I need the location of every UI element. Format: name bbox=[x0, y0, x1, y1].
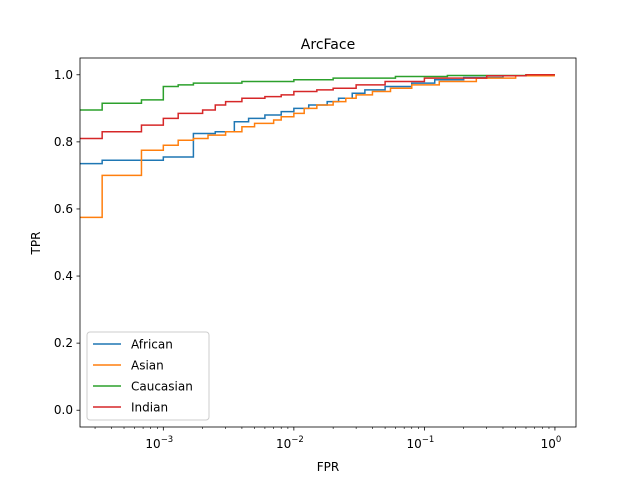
x-axis-label: FPR bbox=[317, 460, 339, 474]
series-line-indian bbox=[80, 74, 555, 140]
series-line-asian bbox=[80, 75, 555, 219]
plot-area bbox=[79, 57, 577, 428]
chart-title: ArcFace bbox=[301, 37, 355, 53]
x-tick-label: 10−3 bbox=[145, 435, 173, 451]
x-axis: 10−3 10−2 10−1 100 bbox=[94, 427, 562, 451]
y-tick-label: 0.0 bbox=[54, 403, 73, 417]
legend-label-asian: Asian bbox=[131, 359, 164, 373]
y-tick-label: 0.4 bbox=[54, 269, 73, 283]
legend-label-caucasian: Caucasian bbox=[131, 380, 193, 394]
legend: African Asian Caucasian Indian bbox=[86, 331, 210, 421]
legend-label-african: African bbox=[131, 338, 173, 352]
series-line-caucasian bbox=[80, 74, 555, 111]
y-tick-label: 0.8 bbox=[54, 135, 73, 149]
legend-label-indian: Indian bbox=[131, 401, 168, 415]
x-tick-label: 100 bbox=[541, 435, 562, 451]
y-axis: 0.0 0.2 0.4 0.6 0.8 1.0 bbox=[54, 68, 80, 417]
y-tick-label: 0.2 bbox=[54, 336, 73, 350]
x-tick-label: 10−1 bbox=[406, 435, 434, 451]
axes-frame bbox=[79, 57, 577, 428]
y-tick-label: 0.6 bbox=[54, 202, 73, 216]
y-axis-label: TPR bbox=[29, 232, 43, 256]
legend-box bbox=[86, 331, 210, 421]
x-tick-label: 10−2 bbox=[276, 435, 304, 451]
y-tick-label: 1.0 bbox=[54, 68, 73, 82]
